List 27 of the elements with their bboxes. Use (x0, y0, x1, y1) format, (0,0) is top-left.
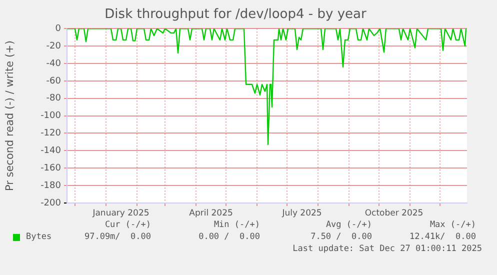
y-tick-label: -80 (46, 94, 62, 104)
text: Avg (-/+) (326, 220, 372, 230)
y-tick-label: -180 (40, 180, 62, 191)
text: Max (-/+) (430, 220, 476, 230)
legend-label: Bytes (26, 232, 52, 242)
y-tick-label: -200 (40, 198, 62, 208)
y-tick-label: -100 (40, 111, 62, 122)
y-axis-title: Pr second read (-) / write (+) (4, 40, 16, 192)
x-tick-label: July 2025 (281, 208, 322, 218)
text: 0.00 / 0.00 (198, 232, 260, 242)
y-tick-label: -60 (46, 76, 62, 86)
y-tick-label: -160 (40, 163, 62, 174)
text: 97.09m/ 0.00 (84, 232, 151, 242)
x-tick-label: October 2025 (364, 208, 424, 218)
y-tick-label: 0 (55, 24, 62, 34)
text: Cur (-/+) (104, 220, 151, 230)
x-tick-label: January 2025 (92, 208, 150, 218)
text: Last update: Sat Dec 27 01:00:11 2025 (292, 244, 482, 254)
y-tick-label: -140 (40, 146, 62, 156)
text: Min (-/+) (214, 220, 260, 230)
y-tick-label: -20 (46, 41, 62, 52)
y-tick-label: -40 (46, 58, 62, 69)
y-tick-label: -120 (40, 128, 62, 139)
chart-title: Disk throughput for /dev/loop4 - by year (104, 7, 367, 22)
x-tick-label: April 2025 (189, 208, 233, 218)
text: 12.41k/ 0.00 (409, 232, 476, 242)
text: 7.50 / 0.00 (310, 232, 372, 242)
